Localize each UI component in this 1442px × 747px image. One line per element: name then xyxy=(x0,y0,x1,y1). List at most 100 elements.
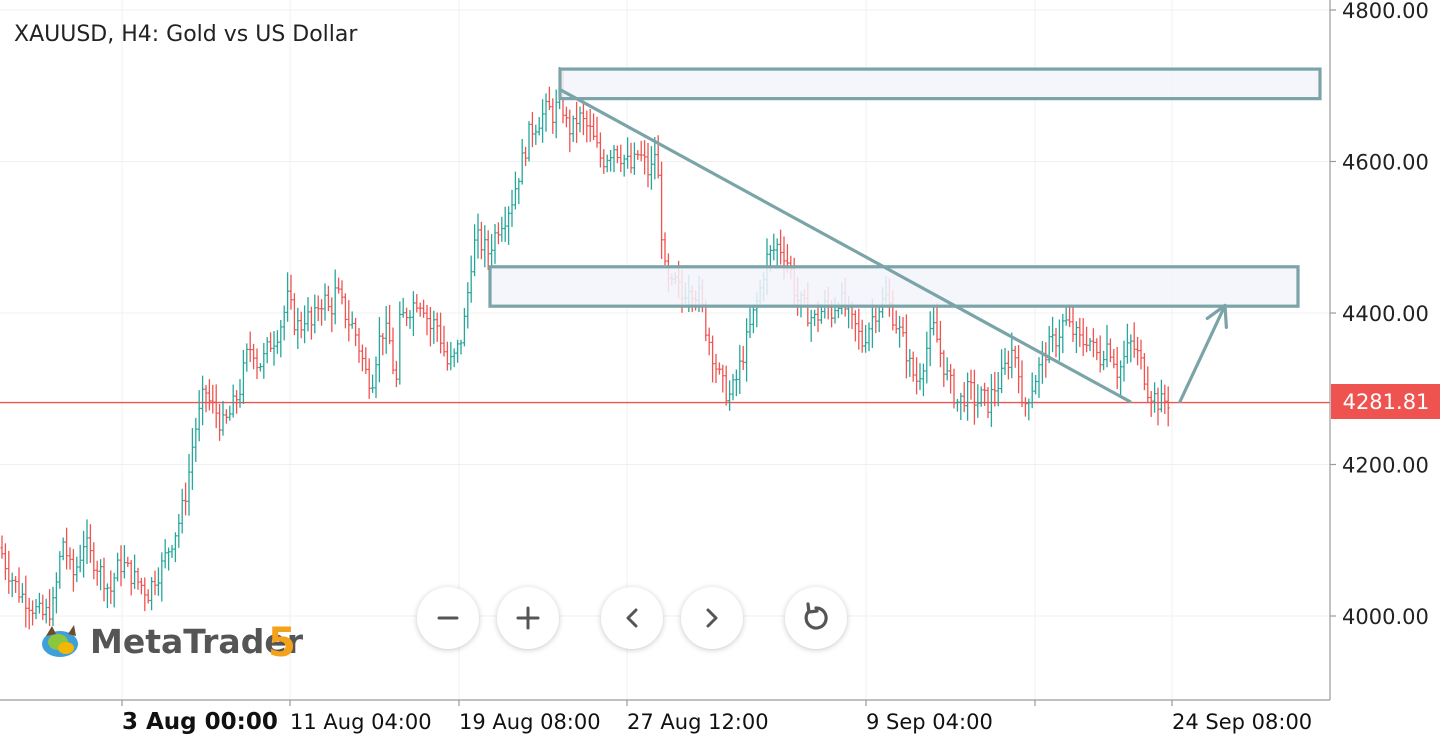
metatrader-logo: MetaTrader 5 xyxy=(42,620,304,666)
candle xyxy=(241,349,245,405)
candle xyxy=(949,363,953,394)
candle xyxy=(160,552,164,602)
candle xyxy=(520,138,524,185)
candle xyxy=(527,121,531,162)
candle xyxy=(1030,372,1034,409)
candle xyxy=(360,344,364,372)
scroll-right-button[interactable] xyxy=(681,587,743,649)
candle xyxy=(452,348,456,368)
candle xyxy=(27,597,31,630)
candle xyxy=(1013,345,1017,368)
candle xyxy=(476,213,480,259)
annotations xyxy=(488,67,1322,404)
candle xyxy=(585,110,589,143)
candle xyxy=(904,314,908,379)
candle xyxy=(1119,360,1123,396)
candle xyxy=(517,178,521,205)
candle xyxy=(422,299,426,318)
zoom-out-button[interactable] xyxy=(417,587,479,649)
candle xyxy=(996,372,1000,407)
candle xyxy=(1020,360,1024,408)
current-price-label: 4281.81 xyxy=(1343,390,1430,414)
scroll-left-button[interactable] xyxy=(601,587,663,649)
candle xyxy=(170,544,174,558)
candle xyxy=(109,570,113,604)
trendline[interactable] xyxy=(558,87,1132,404)
candle xyxy=(1142,353,1146,391)
candle xyxy=(252,343,256,370)
candle xyxy=(153,570,157,596)
candle xyxy=(898,315,902,348)
candle xyxy=(51,586,55,627)
candle xyxy=(928,311,932,367)
candle xyxy=(146,589,150,604)
candle xyxy=(646,142,650,188)
candle xyxy=(537,116,541,136)
price-label-group: 4281.81 xyxy=(1331,384,1440,419)
candle xyxy=(1153,382,1157,413)
candle xyxy=(435,312,439,342)
candle xyxy=(432,310,436,344)
candle xyxy=(748,305,752,339)
candle xyxy=(1146,366,1150,403)
candle xyxy=(649,146,653,190)
x-ticks: 3 Aug 00:00 11 Aug 04:00 19 Aug 08:00 27 Au… xyxy=(121,700,1312,735)
candle xyxy=(932,306,936,336)
candle xyxy=(969,369,973,400)
candle xyxy=(139,577,143,595)
candle xyxy=(1057,319,1061,361)
candle xyxy=(989,373,993,427)
candle xyxy=(938,320,942,368)
candle xyxy=(615,145,619,164)
zone-rectangle[interactable] xyxy=(558,67,1322,101)
candle xyxy=(459,339,463,355)
candle xyxy=(510,189,514,227)
candle xyxy=(534,124,538,145)
candle xyxy=(411,291,415,337)
candle xyxy=(966,372,970,421)
candle xyxy=(571,115,575,143)
candle xyxy=(503,206,507,242)
candle xyxy=(554,89,558,139)
reset-button[interactable] xyxy=(785,587,847,649)
x-tick-label: 24 Sep 08:00 xyxy=(1172,710,1312,734)
candle xyxy=(31,600,35,626)
candle xyxy=(1166,386,1170,427)
candle xyxy=(1095,338,1099,361)
candle xyxy=(1081,318,1085,356)
candle xyxy=(337,277,341,294)
candle xyxy=(292,293,296,336)
candle xyxy=(1071,305,1075,342)
candle xyxy=(707,327,711,356)
candle xyxy=(1088,337,1092,352)
candle xyxy=(935,303,939,343)
zoom-in-button[interactable] xyxy=(497,587,559,649)
candle xyxy=(496,222,500,245)
candle xyxy=(809,309,813,342)
candle xyxy=(415,294,419,313)
candle xyxy=(1129,334,1133,363)
candle xyxy=(17,567,21,603)
candle xyxy=(221,400,225,436)
candle xyxy=(711,335,715,383)
candle xyxy=(1139,339,1143,370)
axes xyxy=(0,0,1331,701)
candle xyxy=(350,311,354,329)
candle xyxy=(874,306,878,334)
candle xyxy=(945,357,949,381)
y-tick-label: 4800.00 xyxy=(1342,0,1429,23)
arrow-annotation[interactable] xyxy=(1178,303,1228,404)
candle xyxy=(717,362,721,375)
candle xyxy=(751,306,755,334)
candle xyxy=(265,337,269,364)
candle xyxy=(1051,316,1055,353)
candle xyxy=(1023,397,1027,417)
candle xyxy=(513,171,517,210)
minus-icon xyxy=(437,616,459,620)
candle xyxy=(44,598,48,624)
candle xyxy=(184,482,188,516)
candle xyxy=(1017,345,1021,394)
candle xyxy=(738,344,742,395)
